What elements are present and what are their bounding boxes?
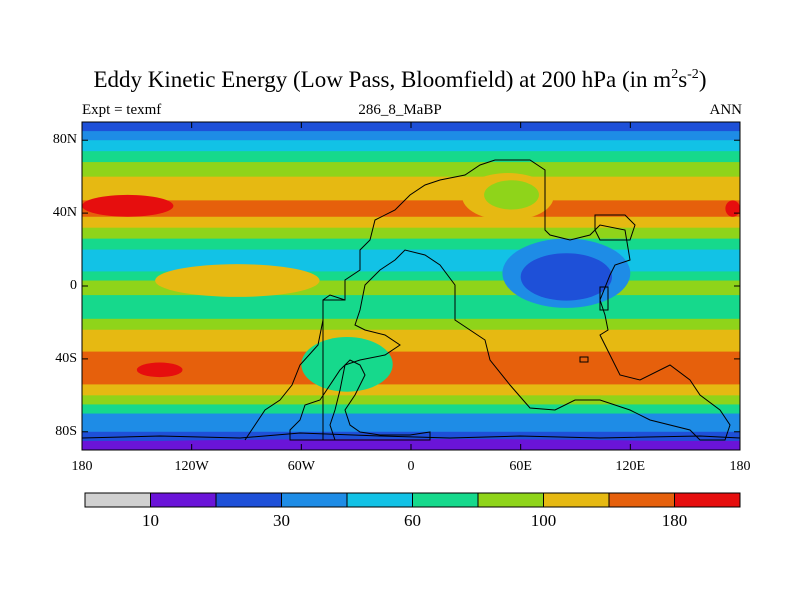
- colorbar-label: 180: [661, 511, 688, 530]
- coastline-australia: [594, 214, 636, 241]
- coastline-africa-eurasia: [322, 159, 731, 441]
- colorbar-label: 100: [530, 511, 557, 530]
- colorbar-label: 60: [404, 511, 421, 530]
- field-band: [82, 307, 740, 320]
- field-band: [82, 216, 740, 229]
- field-feature-north-pacific-maximum: [82, 194, 174, 217]
- coastline-antarctic: [82, 432, 740, 439]
- colorbar-swatch: [84, 492, 151, 508]
- coastline-south-america: [289, 359, 431, 441]
- field-band: [82, 329, 740, 342]
- field-band: [82, 351, 740, 364]
- field-band: [82, 271, 740, 282]
- field-band: [82, 286, 740, 296]
- colorbar-swatch: [215, 492, 282, 508]
- field-band: [82, 362, 740, 375]
- axis-ticks: [81, 122, 741, 450]
- field-band: [82, 395, 740, 406]
- colorbar-swatch: [281, 492, 348, 508]
- field-band: [82, 318, 740, 331]
- coastline-island-small: [579, 356, 589, 363]
- field-band: [82, 151, 740, 163]
- field-band: [82, 413, 740, 424]
- x-tick-label: 120E: [615, 459, 646, 474]
- field-band: [82, 249, 740, 262]
- colorbar-swatch: [608, 492, 675, 508]
- season-label: ANN: [709, 102, 743, 118]
- field-band: [82, 207, 740, 218]
- field-band: [82, 404, 740, 415]
- field-band: [82, 200, 740, 209]
- x-tick-label: 180: [729, 459, 751, 474]
- colorbar-swatch: [543, 492, 610, 508]
- colorbar-swatch: [150, 492, 217, 508]
- x-tick-label: 60E: [509, 459, 532, 474]
- x-tick-label: 120W: [174, 459, 209, 474]
- y-tick-label: 40N: [52, 205, 77, 221]
- field-band: [82, 162, 740, 178]
- field-feature-north-atlantic-maximum: [725, 200, 740, 217]
- field-band: [82, 384, 740, 396]
- experiment-label: Expt = texmf: [82, 102, 162, 118]
- colorbar-swatch: [477, 492, 544, 508]
- field-band: [82, 227, 740, 240]
- y-tick-label: 40S: [55, 350, 77, 366]
- colorbar-swatch: [674, 492, 741, 508]
- field-feature-eurasia-jet-core: [484, 180, 539, 210]
- x-tick-label: 0: [407, 459, 415, 474]
- coastline-americas: [244, 294, 346, 441]
- field-band: [82, 176, 740, 191]
- field-band: [82, 189, 740, 201]
- y-tick-label: 80N: [52, 132, 77, 148]
- x-tick-label: 180: [71, 459, 93, 474]
- coastline: [82, 159, 740, 441]
- field-band: [82, 295, 740, 309]
- field-band: [82, 280, 740, 287]
- coastline-island: [599, 286, 609, 311]
- field-band: [82, 340, 740, 353]
- colorbar-label: 10: [142, 511, 159, 530]
- field-band: [82, 140, 740, 152]
- chart-title: Eddy Kinetic Energy (Low Pass, Bloomfiel…: [93, 67, 707, 92]
- field-feature-tropical-pacific-maximum: [155, 264, 320, 297]
- field-band: [82, 373, 740, 385]
- eke-field: [82, 122, 740, 450]
- colorbar-swatch: [412, 492, 479, 508]
- colorbar: [84, 492, 741, 508]
- field-band: [82, 131, 740, 141]
- field-band: [82, 422, 740, 433]
- field-feature-tropical-africa-core: [520, 253, 613, 301]
- field-band: [82, 260, 740, 273]
- colorbar-label: 30: [273, 511, 290, 530]
- y-tick-label: 0: [70, 278, 77, 293]
- x-tick-label: 60W: [287, 459, 315, 474]
- y-tick-label: 80S: [55, 423, 77, 439]
- field-band: [82, 238, 740, 251]
- chart-subtitle: 286_8_MaBP: [358, 102, 442, 118]
- colorbar-swatch: [346, 492, 413, 508]
- field-feature-south-pacific-maximum: [136, 362, 183, 378]
